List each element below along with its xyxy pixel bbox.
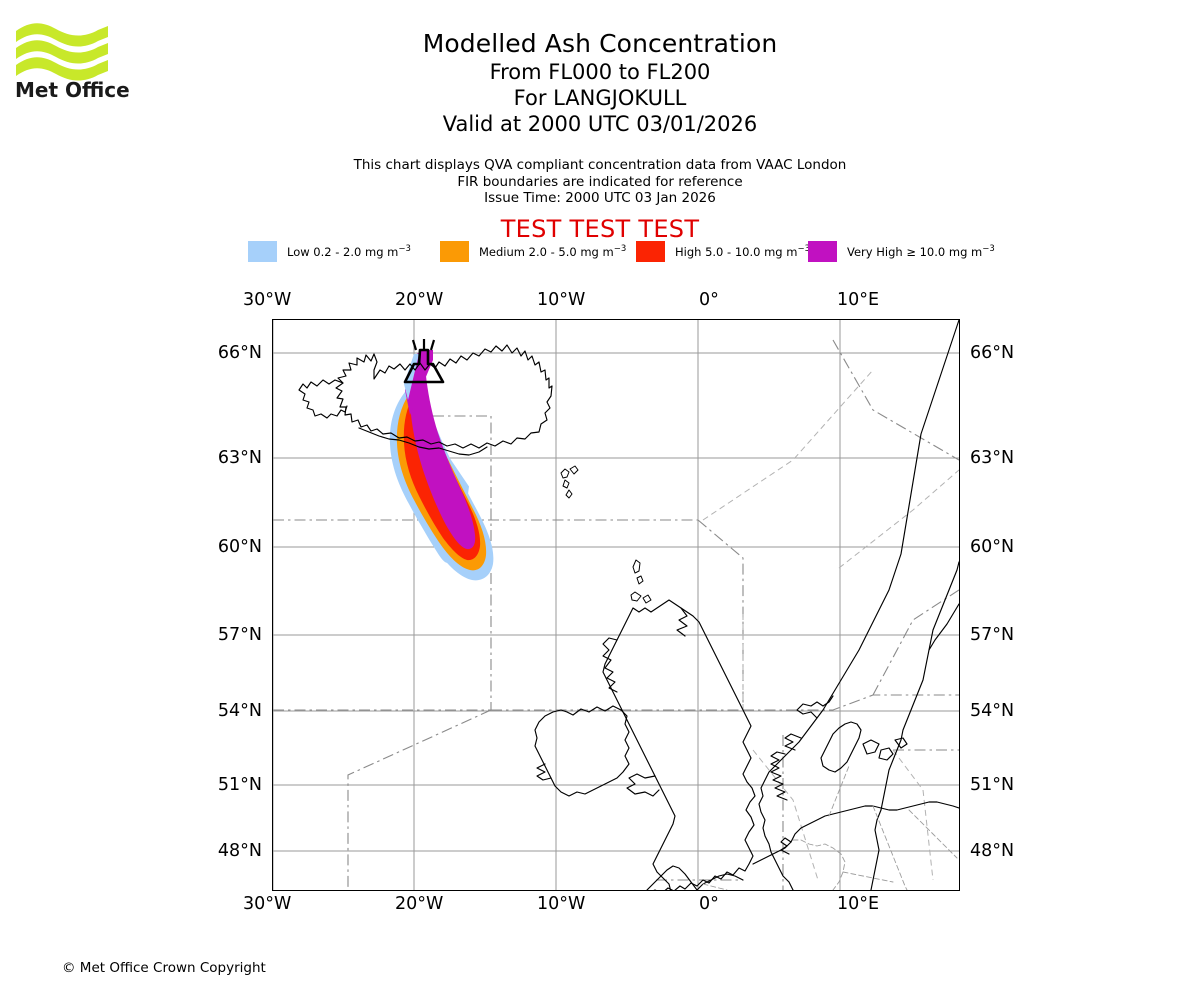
title-flight-levels: From FL000 to FL200 [489, 60, 711, 84]
coastline-norway-fjords [770, 751, 788, 801]
coastline-ireland-southwest [536, 763, 552, 781]
legend-medium: Medium 2.0 - 5.0 mg m−3 [440, 240, 626, 262]
coastline-gb-wales [626, 773, 660, 797]
lat-label-left-54n: 54°N [217, 701, 262, 721]
coastline-denmark [820, 721, 862, 773]
met-office-logo: Met Office [12, 18, 132, 118]
fir-boundaries-secondary [702, 369, 959, 881]
plume-cone-low [404, 354, 419, 400]
title-volcano: For LANGJOKULL [513, 86, 687, 110]
chart-notes: This chart displays QVA compliant concen… [0, 157, 1200, 207]
lat-label-right-54n: 54°N [970, 701, 1015, 721]
lon-label-top-10w: 10°W [537, 290, 586, 310]
volcano-icon [403, 339, 445, 384]
coastline-norway-fjords-2 [784, 733, 802, 751]
legend-swatch-low [248, 240, 277, 262]
lat-label-right-48n: 48°N [970, 841, 1015, 861]
legend-label-low: Low 0.2 - 2.0 mg m−3 [287, 243, 411, 259]
lon-label-bottom-20w: 20°W [395, 894, 444, 914]
lon-label-top-20w: 20°W [395, 290, 444, 310]
logo-wordmark: Met Office [15, 78, 130, 102]
page-title: Modelled Ash Concentration [422, 29, 778, 58]
plume-contour-very-high [409, 353, 476, 550]
title-valid-time: Valid at 2000 UTC 03/01/2026 [442, 112, 758, 136]
legend-swatch-very-high [808, 240, 837, 262]
coastline-great-britain [602, 599, 756, 890]
ash-concentration-map[interactable] [272, 319, 960, 891]
lat-label-right-66n: 66°N [970, 343, 1015, 363]
coastline-norway-west [758, 320, 959, 890]
coastline-scandinavia-bothnia [928, 603, 959, 651]
lat-label-left-60n: 60°N [217, 537, 262, 557]
note-fir: FIR boundaries are indicated for referen… [457, 173, 743, 190]
note-issue-time: Issue Time: 2000 UTC 03 Jan 2026 [484, 190, 716, 206]
coastline-faroe [560, 465, 579, 499]
lat-label-right-51n: 51°N [970, 775, 1015, 795]
met-office-waves-icon: Met Office [15, 23, 130, 102]
coastline-denmark-islands [862, 737, 908, 761]
legend-label-medium: Medium 2.0 - 5.0 mg m−3 [479, 243, 627, 259]
coastline-iceland-westfjords [298, 379, 348, 419]
lat-label-left-48n: 48°N [217, 841, 262, 861]
legend-low: Low 0.2 - 2.0 mg m−3 [248, 240, 411, 262]
lat-label-left-51n: 51°N [217, 775, 262, 795]
coastlines [298, 320, 959, 890]
lon-label-bottom-0: 0° [699, 894, 719, 914]
fir-boundaries [273, 339, 959, 890]
coastline-ireland [534, 705, 630, 797]
lon-label-bottom-30w: 30°W [243, 894, 292, 914]
lat-label-left-66n: 66°N [217, 343, 262, 363]
coastline-iceland-detail [358, 427, 488, 456]
copyright-text: © Met Office Crown Copyright [62, 960, 266, 976]
lat-label-right-63n: 63°N [970, 448, 1015, 468]
lat-label-right-57n: 57°N [970, 625, 1015, 645]
ash-plume [389, 350, 494, 581]
graticule [273, 320, 959, 890]
map-canvas [273, 320, 959, 890]
political-borders [702, 765, 958, 890]
map-frame [272, 319, 960, 891]
coastline-france-north [696, 873, 744, 890]
lat-label-left-63n: 63°N [217, 448, 262, 468]
coastline-sweden-east [870, 561, 959, 890]
legend-swatch-medium [440, 240, 469, 262]
test-banner: TEST TEST TEST [500, 215, 700, 243]
legend-label-high: High 5.0 - 10.0 mg m−3 [675, 243, 810, 259]
coastline-norway-north-coast [796, 695, 834, 719]
coastline-netherlands [780, 837, 792, 855]
legend-very-high: Very High ≥ 10.0 mg m−3 [808, 240, 995, 262]
coastline-europe-mainland [752, 801, 959, 865]
chart-title-block: Modelled Ash Concentration From FL000 to… [0, 28, 1200, 137]
lat-label-left-57n: 57°N [217, 625, 262, 645]
lon-label-top-10e: 10°E [837, 290, 880, 310]
lat-label-right-60n: 60°N [970, 537, 1015, 557]
coastline-gb-firths [676, 607, 688, 637]
legend-high: High 5.0 - 10.0 mg m−3 [636, 240, 810, 262]
coastline-shetland-orkney [630, 559, 652, 604]
lon-label-top-30w: 30°W [243, 290, 292, 310]
concentration-legend: Low 0.2 - 2.0 mg m−3 Medium 2.0 - 5.0 mg… [248, 240, 1008, 262]
legend-swatch-high [636, 240, 665, 262]
coastline-france-biscay [646, 865, 698, 890]
coastline-iceland [335, 344, 553, 449]
legend-label-very-high: Very High ≥ 10.0 mg m−3 [847, 243, 995, 259]
lon-label-bottom-10e: 10°E [837, 894, 880, 914]
lon-label-top-0: 0° [699, 290, 719, 310]
note-qva: This chart displays QVA compliant concen… [353, 157, 847, 173]
lon-label-bottom-10w: 10°W [537, 894, 586, 914]
coastline-gb-west-detail [602, 637, 618, 693]
